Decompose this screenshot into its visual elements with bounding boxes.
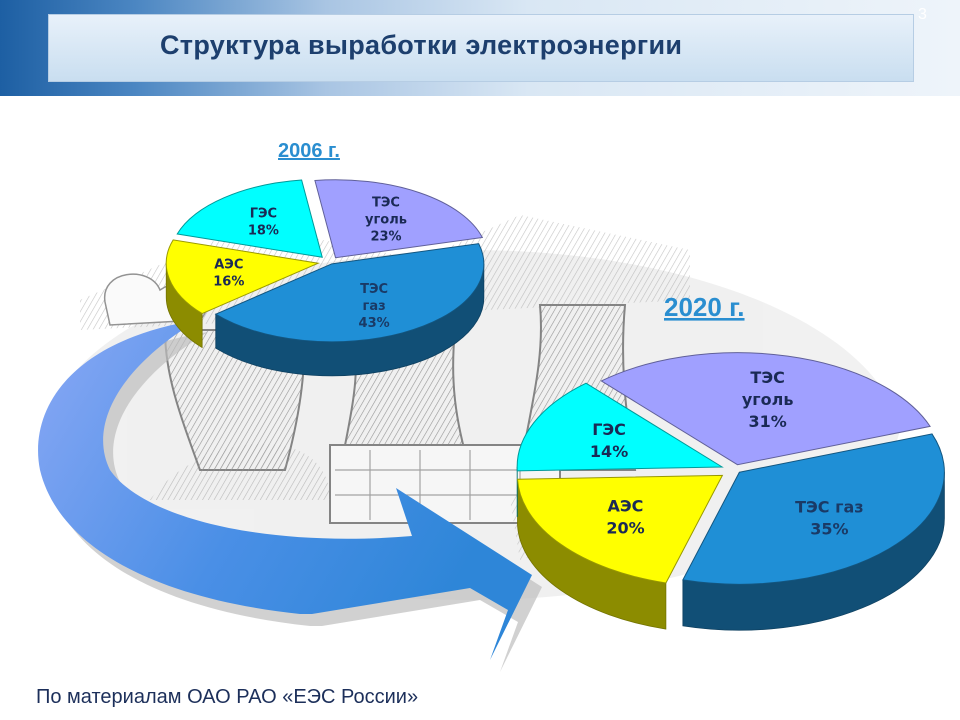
slice-label-ges: ГЭС 14% bbox=[590, 420, 628, 461]
title-box bbox=[48, 14, 914, 82]
slice-label-aes: АЭС 16% bbox=[213, 258, 244, 290]
pie-slice-tes_coal bbox=[600, 352, 931, 466]
pie-slice-tes_gas bbox=[682, 433, 945, 585]
pie-title-1: 2020 г. bbox=[664, 292, 745, 322]
pie-chart-1: ТЭС газ 35% АЭС 20% ГЭС 14% ТЭС уголь 31% 2020 г. bbox=[516, 292, 945, 631]
pie-slice-aes bbox=[165, 239, 321, 315]
source-note: По материалам ОАО РАО «ЕЭС России» bbox=[36, 686, 419, 708]
slice-label-aes: АЭС 20% bbox=[606, 496, 644, 537]
curved-arrow-icon bbox=[38, 320, 542, 672]
pie-slice-aes bbox=[516, 474, 724, 584]
pie-chart-0: ТЭС газ 43% АЭС 16%ГЭС 18% ТЭС уголь 23% 2006 г. bbox=[165, 140, 485, 377]
slice-label-tes_coal: ТЭС уголь 23% bbox=[365, 195, 407, 244]
slice-label-tes_gas: ТЭС газ 35% bbox=[795, 498, 863, 539]
slice-label-tes_coal: ТЭС уголь 31% bbox=[742, 368, 794, 431]
pie-slice-tes_gas bbox=[214, 243, 485, 343]
slice-label-ges: ГЭС 18% bbox=[248, 207, 279, 239]
slice-label-tes_gas: ТЭС газ 43% bbox=[359, 282, 390, 331]
pie-title-0: 2006 г. bbox=[278, 140, 340, 162]
pie-slice-tes_coal bbox=[314, 179, 484, 259]
pie-slice-ges bbox=[516, 382, 724, 472]
slide-number: 3 bbox=[918, 6, 927, 23]
pie-slice-ges bbox=[176, 179, 323, 258]
page-title: Структура выработки электроэнергии bbox=[160, 30, 683, 60]
